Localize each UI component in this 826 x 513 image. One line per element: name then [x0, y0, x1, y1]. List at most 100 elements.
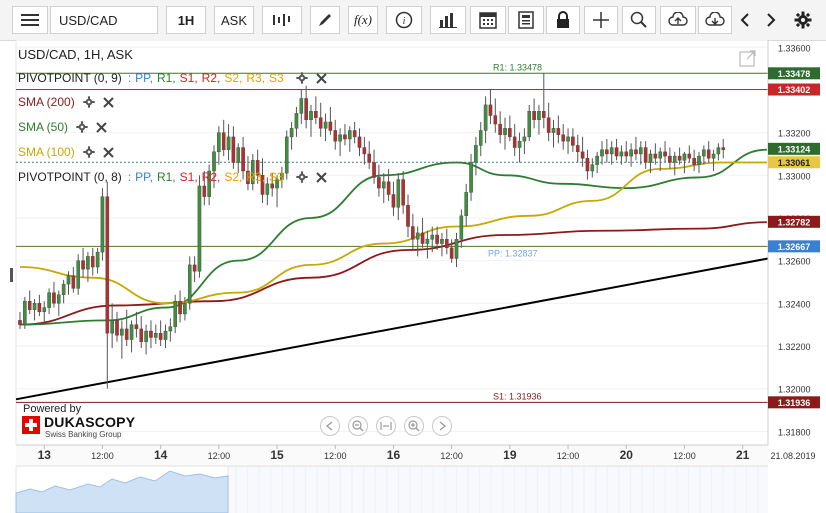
remove-indicator-icon[interactable] [96, 121, 107, 133]
function-label: f(x) [353, 12, 373, 27]
navigator-strip[interactable] [10, 268, 768, 513]
info-icon[interactable]: i [386, 6, 422, 34]
chart-title: USD/CAD, 1H, ASK [18, 44, 133, 64]
menu-icon[interactable] [12, 6, 48, 34]
candle-body [23, 300, 27, 325]
sma200-line [19, 221, 767, 326]
candle-body [435, 234, 439, 244]
candle-body [284, 136, 289, 174]
indicator-settings-icon[interactable] [296, 171, 308, 183]
price-tag-label: 1.33124 [778, 144, 811, 154]
candle-body [425, 239, 430, 244]
remove-indicator-icon[interactable] [102, 96, 114, 108]
chevron-left-icon[interactable] [734, 6, 756, 34]
price-tags: 1.33478 1.33402 1.33061 1.32667 1.31936 1.331… [768, 67, 820, 409]
download-icon[interactable] [698, 6, 732, 34]
candle-body [406, 204, 410, 227]
y-tick-label: 1.33000 [778, 171, 811, 181]
chevron-right-icon[interactable] [760, 6, 782, 34]
candle-body [236, 147, 241, 163]
indicator-name[interactable]: PIVOTPOINT (0, 8) [18, 170, 122, 184]
candle-body [348, 130, 352, 140]
dukascopy-logo: Powered by DUKASCOPY Swiss Banking Group [20, 403, 140, 443]
x-tick-label: 14 [154, 448, 168, 462]
remove-indicator-icon[interactable] [102, 146, 114, 158]
indicator-settings-icon[interactable] [83, 146, 95, 158]
fit-to-screen-icon[interactable] [376, 416, 396, 436]
function-icon[interactable]: f(x) [348, 6, 378, 34]
trendline[interactable] [15, 257, 769, 401]
candle-body [430, 234, 435, 240]
indicator-settings-icon[interactable] [83, 96, 95, 108]
indicator-settings-icon[interactable] [296, 72, 308, 84]
x-tick-label: 12:00 [91, 451, 114, 461]
candle-body [212, 151, 216, 172]
indicator-row: SMA (200) [18, 92, 114, 112]
candle-body [27, 300, 32, 310]
price-tag [768, 215, 820, 228]
draw-pencil-icon[interactable] [310, 6, 340, 34]
candle-body [362, 147, 367, 155]
zoom-out-icon[interactable] [348, 416, 368, 436]
scroll-left-icon[interactable] [320, 416, 340, 436]
lock-icon[interactable] [546, 6, 580, 34]
candle-body [478, 130, 483, 146]
calendar-icon[interactable] [470, 6, 506, 34]
x-axis-band [16, 445, 768, 465]
candle-body [343, 134, 347, 140]
candle-body [585, 158, 590, 172]
symbol-select[interactable]: USD/CAD [50, 6, 158, 34]
x-tick-label: 12:00 [557, 451, 580, 461]
remove-indicator-icon[interactable] [316, 171, 327, 183]
indicator-name[interactable]: PIVOTPOINT (0, 9) [18, 71, 122, 85]
news-icon[interactable] [508, 6, 544, 34]
zoom-icon[interactable] [622, 6, 656, 34]
bar-type-icon[interactable] [262, 6, 302, 34]
volume-bars-icon[interactable] [430, 6, 466, 34]
candle-body [672, 155, 677, 163]
price-side-label: ASK [220, 12, 247, 28]
indicator-row: PIVOTPOINT (0, 8): PP, R1, S1, R2, S2, R3, S3 [18, 167, 327, 187]
indicator-name[interactable]: SMA (200) [18, 95, 75, 109]
candle-body [323, 121, 328, 129]
indicator-settings-icon[interactable] [76, 121, 88, 133]
settings-icon[interactable] [790, 6, 816, 34]
popout-icon[interactable] [738, 49, 758, 69]
price-side-select[interactable]: ASK [214, 6, 254, 34]
upload-icon[interactable] [660, 6, 696, 34]
candle-body [653, 153, 658, 159]
candle-body [299, 98, 304, 114]
indicator-name[interactable]: SMA (100) [18, 145, 75, 159]
indicator-row: SMA (50) [18, 117, 107, 137]
y-tick-label: 1.32600 [778, 257, 811, 267]
remove-indicator-icon[interactable] [316, 72, 327, 84]
indicator-param: R3, [246, 170, 266, 184]
candle-body [309, 111, 313, 121]
candle-body [71, 275, 76, 289]
candle-body [217, 132, 221, 153]
crosshair-icon[interactable] [584, 6, 618, 34]
candle-body [149, 330, 153, 338]
candle-body [129, 324, 134, 340]
x-tick-label: 15 [270, 448, 284, 462]
candle-body [532, 111, 536, 121]
candle-body [527, 111, 532, 138]
candle-body [542, 111, 546, 118]
candle-body [459, 215, 464, 240]
candle-body [187, 264, 192, 304]
candle-body [367, 153, 372, 163]
price-chart[interactable]: R1: 1.33478 S1: 1.31936 PP: 1.32837 1.3360… [0, 40, 826, 513]
candle-body [304, 98, 308, 121]
candle-body [32, 303, 37, 310]
swiss-cross-icon [22, 416, 40, 434]
x-tick-label: 12:00 [673, 451, 696, 461]
indicator-param: R2, [201, 170, 221, 184]
zoom-in-icon[interactable] [404, 416, 424, 436]
x-tick-label: 12:00 [324, 451, 347, 461]
candle-body [692, 158, 696, 165]
svg-text:i: i [403, 16, 406, 27]
timeframe-select[interactable]: 1H [166, 6, 206, 34]
indicator-name[interactable]: SMA (50) [18, 120, 69, 134]
scroll-right-icon[interactable] [432, 416, 452, 436]
candle-body [411, 226, 415, 240]
